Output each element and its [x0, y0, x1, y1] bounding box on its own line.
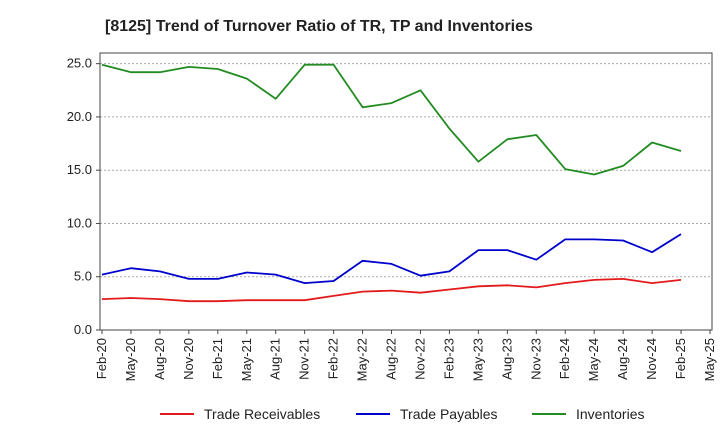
plot-frame: [99, 52, 713, 331]
y-tick-label: 5.0: [74, 269, 92, 284]
y-tick-label: 0.0: [74, 322, 92, 337]
grid: [100, 63, 712, 278]
x-tick-label: May-25: [702, 338, 717, 381]
legend-label: Trade Payables: [400, 406, 498, 422]
x-tick-label: Feb-21: [210, 338, 225, 379]
series-line-1: [101, 277, 682, 303]
y-tick-label: 10.0: [67, 215, 92, 230]
x-tick-label: Aug-20: [152, 338, 167, 380]
x-axis: Feb-20 May-20 Aug-20 Nov-20 Feb-21 May-21 Aug-…: [94, 330, 717, 381]
x-tick-label: May-22: [355, 338, 370, 381]
y-tick-label: 25.0: [67, 56, 92, 71]
x-tick-label: Aug-21: [268, 338, 283, 380]
x-tick-label: Nov-20: [181, 338, 196, 380]
legend-label: Inventories: [576, 406, 644, 422]
chart-title: [8125] Trend of Turnover Ratio of TR, TP…: [105, 18, 533, 35]
x-tick-label: Aug-23: [499, 338, 514, 380]
x-tick-label: Aug-22: [384, 338, 399, 380]
x-tick-label: Nov-23: [528, 338, 543, 380]
x-tick-label: Nov-24: [644, 338, 659, 380]
x-tick-label: May-21: [239, 338, 254, 381]
x-tick-label: Feb-24: [557, 338, 572, 379]
x-tick-label: Feb-25: [673, 338, 688, 379]
series-line-3: [101, 63, 682, 176]
x-tick-label: Feb-22: [326, 338, 341, 379]
y-tick-label: 15.0: [67, 162, 92, 177]
x-tick-label: Feb-23: [441, 338, 456, 379]
x-tick-label: May-20: [123, 338, 138, 381]
y-axis: 0.0 5.0 10.0 15.0 20.0 25.0: [67, 56, 100, 337]
x-tick-label: Nov-21: [297, 338, 312, 380]
x-tick-label: May-24: [586, 338, 601, 381]
x-tick-label: Aug-24: [615, 338, 630, 380]
legend-label: Trade Receivables: [204, 406, 320, 422]
x-tick-label: May-23: [470, 338, 485, 381]
x-tick-label: Nov-22: [412, 338, 427, 380]
series-line-2: [101, 233, 682, 285]
legend: Trade Receivables Trade Payables Inventori…: [160, 406, 644, 422]
series-lines: [101, 63, 682, 303]
y-tick-label: 20.0: [67, 109, 92, 124]
x-tick-label: Feb-20: [94, 338, 109, 379]
